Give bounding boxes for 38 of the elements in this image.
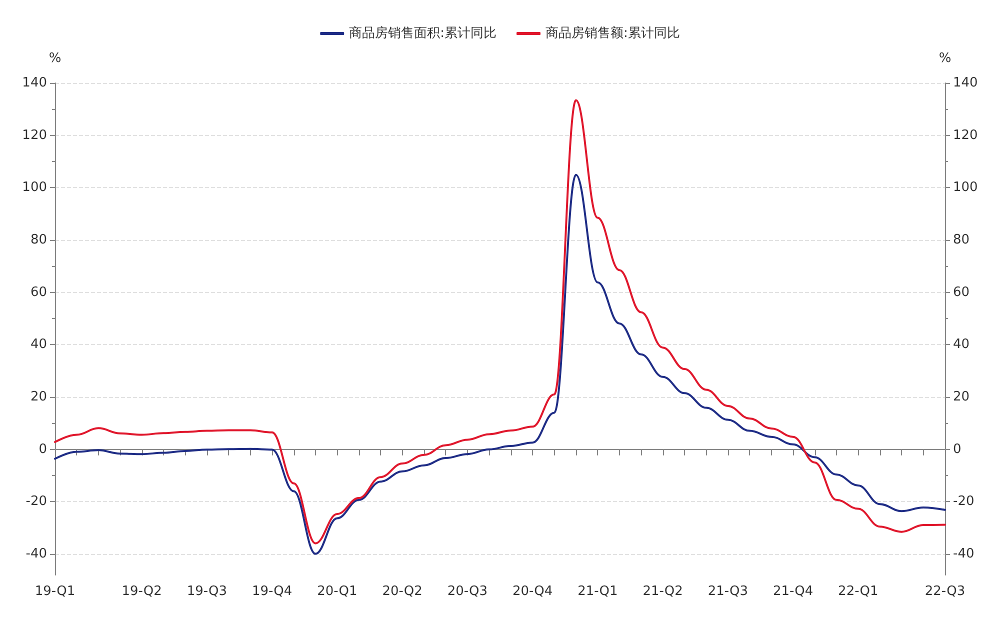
- x-tick-label: 20-Q2: [382, 584, 422, 599]
- y2-tick-label: 120: [953, 128, 978, 143]
- y-tick-label: 60: [30, 284, 47, 300]
- y2-tick-label: -20: [953, 494, 974, 510]
- x-tick-label: 21-Q3: [708, 584, 748, 599]
- y2-tick-label: 140: [953, 76, 978, 90]
- legend-label: 商品房销售面积:累计同比: [349, 25, 497, 41]
- y-tick-label: 120: [22, 128, 47, 143]
- y-tick-label: -20: [26, 494, 47, 510]
- y2-tick-label: 60: [953, 284, 970, 300]
- x-tick-label: 19-Q4: [252, 584, 292, 599]
- x-tick-label: 19-Q1: [34, 584, 76, 599]
- x-tick-label: 19-Q3: [186, 584, 228, 599]
- y2-tick-label: 100: [953, 180, 978, 196]
- legend-label: 商品房销售额:累计同比: [546, 25, 680, 41]
- x-tick-label: 20-Q3: [447, 584, 488, 599]
- x-tick-label: 22-Q3: [924, 584, 966, 599]
- x-tick-label: 19-Q2: [122, 584, 162, 599]
- y-tick-label: 80: [30, 232, 47, 248]
- x-tick-label: 22-Q1: [838, 584, 878, 599]
- x-tick-label: 21-Q1: [578, 584, 618, 599]
- y-tick-label: 20: [30, 390, 47, 405]
- x-tick-label: 21-Q2: [642, 584, 683, 599]
- y2-tick-label: 40: [953, 337, 970, 352]
- y2-tick-label: 20: [953, 390, 970, 405]
- x-tick-label: 20-Q4: [512, 584, 553, 599]
- x-tick-label: 20-Q1: [317, 584, 358, 599]
- y-axis-title: %: [48, 51, 62, 66]
- x-tick-label: 21-Q4: [772, 584, 814, 599]
- y-tick-label: 40: [30, 337, 47, 352]
- y-tick-label: -40: [26, 546, 47, 562]
- y2-tick-label: 0: [953, 442, 962, 457]
- y2-axis-title: %: [938, 51, 952, 66]
- y2-tick-label: -40: [953, 546, 974, 562]
- y-tick-label: 0: [38, 442, 47, 457]
- y-tick-label: 100: [22, 180, 47, 196]
- y2-tick-label: 80: [953, 232, 970, 248]
- y-tick-label: 140: [22, 76, 47, 90]
